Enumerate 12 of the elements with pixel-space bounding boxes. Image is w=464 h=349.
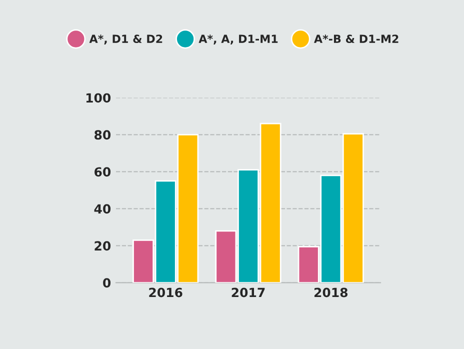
y-tick-label: 100 (86, 93, 111, 103)
x-tick-label: 2017 (232, 288, 265, 298)
y-tick-label: 0 (103, 278, 111, 288)
legend-label: A*, A, D1-M1 (198, 34, 278, 44)
y-tick-label: 20 (94, 241, 111, 251)
legend-label: A*-B & D1-M2 (314, 34, 398, 44)
x-tick-label: 2018 (314, 288, 348, 298)
legend-label: A*, D1 & D2 (89, 34, 162, 44)
y-tick-label: 60 (94, 167, 111, 177)
y-tick-label: 80 (94, 130, 111, 140)
x-tick-label: 2016 (149, 288, 182, 298)
y-tick-label: 40 (94, 204, 111, 214)
